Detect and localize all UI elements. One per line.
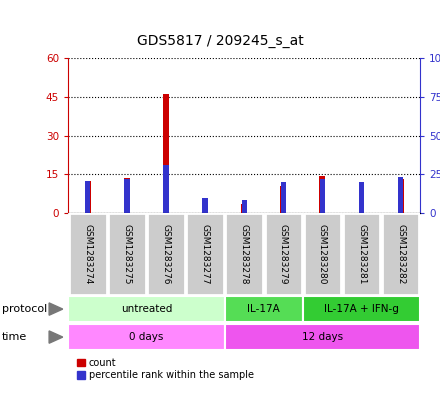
Text: GDS5817 / 209245_s_at: GDS5817 / 209245_s_at [137,34,303,48]
Text: GSM1283280: GSM1283280 [318,224,327,284]
Bar [264,213,302,295]
Bar [85,180,90,213]
Text: IL-17A: IL-17A [247,303,280,314]
Bar [68,296,225,321]
Bar [359,182,364,213]
Polygon shape [49,303,63,315]
Bar [85,181,91,213]
Bar [382,213,419,295]
Bar [319,176,325,213]
Bar [225,324,420,350]
Bar [303,296,420,321]
Bar [398,177,403,213]
Text: GSM1283279: GSM1283279 [279,224,288,284]
Bar [163,94,169,213]
Bar [280,186,286,213]
Text: GSM1283282: GSM1283282 [396,224,405,284]
Bar [69,213,106,295]
Text: IL-17A + IFN-g: IL-17A + IFN-g [324,303,399,314]
Bar [281,182,286,213]
Text: 12 days: 12 days [302,332,343,342]
Bar [68,324,225,350]
Bar [124,179,129,213]
Bar [304,213,341,295]
Bar [225,213,263,295]
Bar [108,213,146,295]
Text: GSM1283277: GSM1283277 [201,224,209,284]
Text: time: time [2,332,27,342]
Text: untreated: untreated [121,303,172,314]
Polygon shape [49,331,63,343]
Text: GSM1283278: GSM1283278 [240,224,249,284]
Text: GSM1283275: GSM1283275 [122,224,132,284]
Bar [202,198,208,213]
Bar [343,213,380,295]
Text: protocol: protocol [2,304,48,314]
Bar [225,296,303,321]
Bar [147,213,185,295]
Bar [186,213,224,295]
Bar [242,200,247,213]
Text: GSM1283276: GSM1283276 [161,224,170,284]
Bar [124,178,130,213]
Bar [320,179,325,213]
Text: 0 days: 0 days [129,332,164,342]
Text: GSM1283281: GSM1283281 [357,224,366,284]
Text: GSM1283274: GSM1283274 [83,224,92,284]
Bar [163,165,169,213]
Legend: count, percentile rank within the sample: count, percentile rank within the sample [73,354,257,384]
Bar [241,204,247,213]
Bar [202,203,208,213]
Bar [398,180,403,213]
Bar [359,185,364,213]
